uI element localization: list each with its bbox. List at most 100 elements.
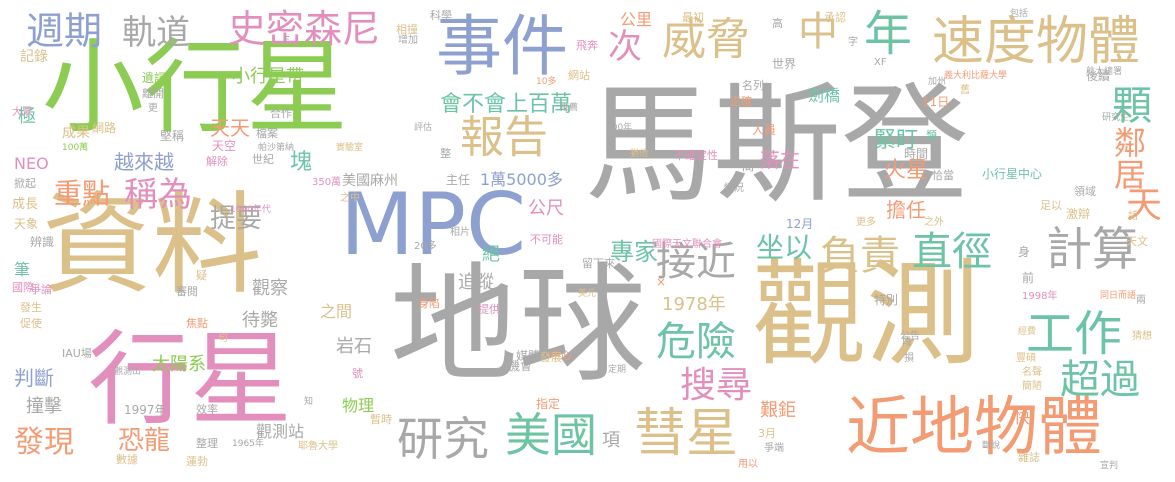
word: 檔案: [256, 127, 278, 140]
word: 重點: [54, 177, 111, 210]
word: 彗星: [634, 404, 739, 464]
word: 堅稱: [160, 129, 185, 143]
word: 類: [926, 129, 937, 142]
word: 美國: [505, 408, 597, 462]
word: F: [284, 35, 290, 46]
word: 離開: [142, 87, 164, 100]
word: 馬斯登: [585, 71, 970, 220]
word: 鄰居: [1109, 126, 1147, 190]
word: 損: [904, 353, 914, 364]
word: 加州: [928, 77, 947, 87]
word: 1998年: [1022, 291, 1058, 302]
word: 計算: [1046, 222, 1138, 276]
word: 事件: [436, 8, 568, 85]
word: 爭端: [764, 443, 784, 454]
word: 專家: [610, 238, 658, 266]
word: 名列: [742, 79, 764, 92]
word: 整理: [196, 437, 218, 450]
word: 效率: [196, 403, 218, 416]
word: 增加: [398, 35, 418, 46]
word: 整: [440, 147, 451, 160]
word: 遺詞: [142, 71, 167, 85]
word: 快: [1014, 408, 1031, 427]
word: 速度物體: [932, 12, 1141, 72]
word: XF: [874, 57, 887, 68]
word: 350萬: [312, 177, 342, 188]
word: 促使: [20, 317, 42, 330]
word: 後續: [1086, 69, 1111, 83]
word: 世紀: [252, 153, 274, 166]
word: 知: [304, 397, 314, 407]
word: 小行星中心: [982, 167, 1043, 181]
word: 直徑: [912, 229, 992, 275]
word: 同日而語: [1100, 291, 1137, 301]
word: 越來越: [114, 150, 174, 174]
word: 撞擊: [26, 396, 62, 417]
word: 人員: [752, 123, 777, 137]
word: 行星: [88, 321, 292, 440]
word: 觀測站: [256, 422, 305, 441]
word: 兩: [1136, 295, 1146, 306]
word: 美國麻州: [342, 173, 398, 189]
word: 恰當: [932, 169, 954, 182]
word: 經費: [1018, 327, 1037, 337]
word: 天象: [14, 217, 39, 231]
word: 公尺: [528, 198, 564, 219]
word: 推薦: [560, 103, 579, 113]
word: 成長: [12, 197, 39, 212]
word: 公告: [900, 331, 920, 342]
word: 美元: [578, 289, 597, 299]
word: 威脅: [662, 14, 750, 65]
word: MPC: [340, 175, 527, 275]
word: 前: [1022, 271, 1035, 285]
word: 發展: [540, 351, 562, 364]
word: 極: [18, 106, 36, 127]
word: 成果: [62, 125, 90, 141]
word: 恐龍: [118, 426, 171, 456]
word: 相撞: [396, 23, 418, 36]
word: 天天: [210, 116, 250, 140]
word: 字: [848, 37, 858, 48]
word: 不可能: [530, 233, 563, 246]
word: 坐以: [756, 231, 813, 264]
word: 3月: [758, 427, 776, 440]
word: 留下來: [582, 257, 615, 270]
word: NEO: [14, 154, 49, 173]
word: 之間: [320, 302, 353, 321]
word: 數據: [116, 453, 138, 466]
word: 太陽系: [152, 354, 206, 375]
word: 200年: [606, 123, 633, 133]
word: 不確定性: [674, 149, 718, 162]
word: 接近: [656, 239, 736, 285]
word: 實驗室: [336, 143, 364, 153]
word: 落在: [760, 148, 800, 172]
word: 項: [602, 430, 620, 451]
word: 記錄: [20, 49, 48, 65]
word: 網路: [92, 121, 117, 135]
word: 會不會上百萬: [440, 92, 573, 117]
word: 負責: [820, 233, 900, 279]
word: 次: [608, 27, 642, 67]
word: 承認: [824, 11, 846, 24]
word: 研究: [397, 412, 489, 466]
word: 高: [772, 17, 783, 30]
word: 媒體: [516, 349, 541, 363]
word: 緊盯: [874, 128, 919, 153]
word: 追蹤: [458, 272, 494, 293]
word: 大眾: [12, 107, 32, 118]
word: 筆: [14, 260, 31, 279]
word: 掀起: [14, 177, 36, 190]
word: 擔任: [886, 198, 926, 222]
word: IAU場: [62, 347, 92, 360]
word: 觀測: [752, 248, 981, 381]
word: 1997年: [124, 403, 167, 417]
word: 絕: [482, 244, 500, 265]
word: 觀察: [252, 278, 288, 299]
word: 時間: [904, 147, 929, 161]
word: 資料: [42, 181, 262, 309]
word: 近地物體: [846, 391, 1102, 465]
word: 工作: [1026, 306, 1123, 362]
word: 解除: [206, 155, 228, 168]
word: 10多: [536, 77, 557, 87]
word: 航太總署: [1086, 67, 1123, 77]
